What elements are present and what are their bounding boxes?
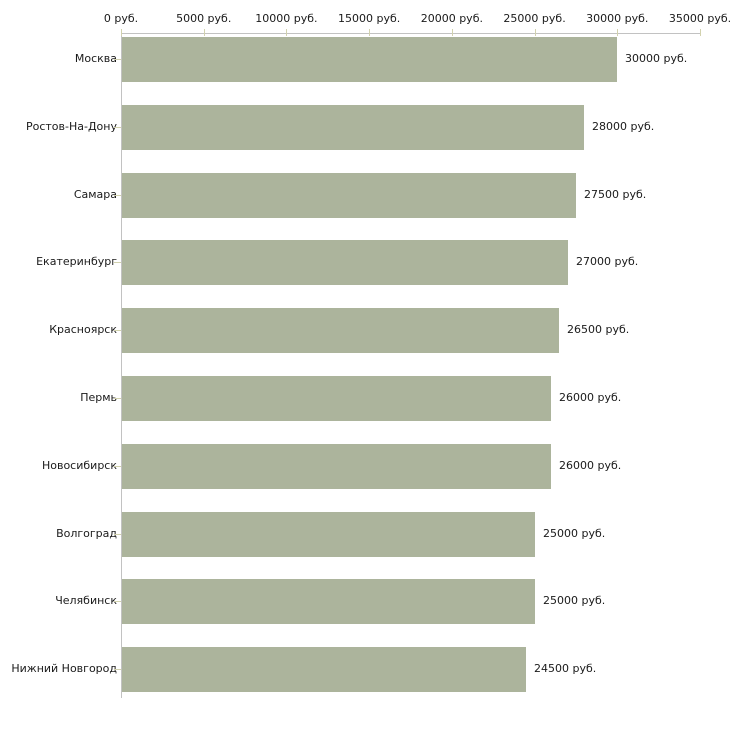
x-axis-tick-label: 20000 руб.	[420, 12, 483, 25]
x-axis-tick	[203, 29, 205, 36]
category-label: Москва	[74, 52, 117, 65]
category-tick	[114, 398, 121, 399]
category-tick	[114, 59, 121, 60]
bar	[122, 376, 551, 421]
x-axis-tick-label: 35000 руб.	[668, 12, 730, 25]
y-axis-line	[121, 33, 122, 698]
value-label: 24500 руб.	[534, 662, 597, 676]
category-label: Пермь	[80, 391, 117, 404]
category-tick	[114, 126, 121, 128]
bar	[122, 37, 617, 82]
category-tick	[114, 330, 121, 332]
x-axis-tick-label: 25000 руб.	[503, 12, 566, 25]
x-axis-line	[121, 33, 701, 34]
category-label: Челябинск	[55, 594, 117, 608]
category-tick	[114, 669, 121, 671]
category-tick	[114, 601, 121, 603]
category-label: Новосибирск	[41, 458, 117, 472]
x-axis-tick-label: 30000 руб.	[586, 12, 649, 25]
bar	[122, 579, 535, 625]
value-label: 26000 руб.	[559, 458, 622, 472]
value-label: 27000 руб.	[576, 255, 639, 269]
x-axis-tick-label: 5000 руб.	[176, 12, 232, 25]
x-axis-tick	[369, 29, 371, 36]
value-label: 25000 руб.	[543, 594, 606, 608]
bar	[122, 172, 576, 218]
bar	[122, 240, 568, 286]
x-axis-tick	[617, 29, 619, 36]
x-axis-tick	[121, 29, 122, 36]
bar	[122, 443, 551, 489]
x-axis-tick-label: 15000 руб.	[338, 12, 401, 25]
category-label: Нижний Новгород	[11, 662, 117, 676]
value-label: 28000 руб.	[592, 119, 655, 133]
value-label: 27500 руб.	[584, 187, 647, 201]
category-label: Екатеринбург	[36, 255, 117, 269]
category-tick	[114, 262, 121, 264]
category-label: Красноярск	[49, 323, 117, 337]
x-axis-tick	[451, 29, 453, 36]
category-tick	[114, 194, 121, 196]
value-label: 26500 руб.	[567, 323, 630, 337]
category-tick	[114, 465, 121, 467]
x-axis-tick-label: 0 руб.	[103, 12, 139, 25]
category-label: Самара	[73, 187, 117, 201]
category-tick	[114, 533, 121, 535]
x-axis-tick	[286, 29, 288, 36]
bar	[122, 308, 559, 354]
bar	[122, 511, 535, 557]
value-label: 25000 руб.	[543, 526, 606, 540]
bar	[122, 647, 526, 693]
category-label: Ростов-На-Дону	[25, 119, 117, 133]
value-label: 26000 руб.	[559, 391, 622, 404]
x-axis-tick	[700, 29, 701, 36]
category-label: Волгоград	[56, 526, 117, 540]
x-axis-tick-label: 10000 руб.	[255, 12, 318, 25]
bar	[122, 104, 584, 150]
x-axis-tick	[534, 29, 536, 36]
value-label: 30000 руб.	[625, 52, 688, 65]
